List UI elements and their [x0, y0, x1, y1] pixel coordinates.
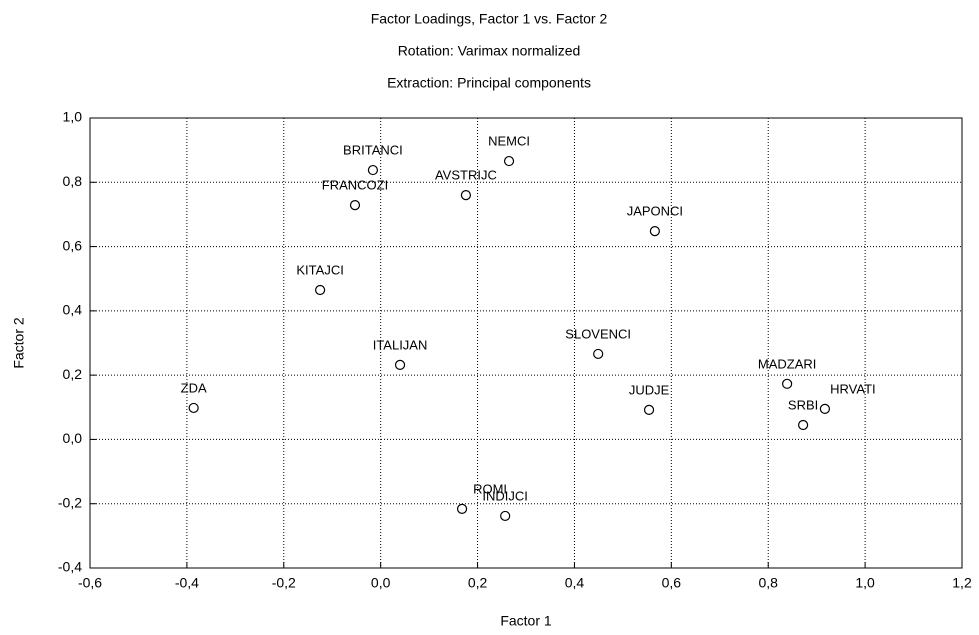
point: [367, 164, 379, 176]
point: [798, 419, 809, 431]
y-tick-label: 0,6: [63, 237, 83, 253]
y-tick-label: -0,4: [58, 559, 82, 575]
x-tick-label: 0,0: [371, 575, 391, 591]
point-label: FRANCOZI: [322, 178, 388, 193]
point-label: ITALIJAN: [373, 337, 428, 352]
y-tick-label: 0,4: [63, 302, 83, 318]
x-tick-label: 0,4: [565, 575, 585, 591]
point: [315, 284, 326, 296]
x-tick-label: 0,8: [758, 575, 778, 591]
point: [503, 155, 515, 167]
x-tick-label: -0,2: [272, 575, 296, 591]
x-tick-label: 0,2: [468, 575, 488, 591]
point: [460, 190, 472, 201]
point: [500, 510, 511, 522]
y-axis-label: Factor 2: [11, 317, 27, 369]
x-tick-label: 1,0: [855, 575, 875, 591]
x-tick-label: 0,6: [662, 575, 682, 591]
y-tick-label: 1,0: [63, 109, 83, 125]
y-tick-label: 0,2: [63, 366, 83, 382]
y-tick-label: 0,8: [63, 173, 83, 189]
point: [394, 359, 406, 370]
chart-subtitle: Rotation: Varimax normalized: [398, 43, 581, 59]
point: [782, 378, 793, 389]
point-label: BRITANCI: [343, 143, 403, 158]
point-label: HRVATI: [830, 381, 876, 396]
y-tick-label: 0,0: [63, 430, 83, 446]
point-label: INDIJCI: [482, 488, 528, 503]
point-label: MADZARI: [758, 356, 817, 371]
chart-title: Factor Loadings, Factor 1 vs. Factor 2: [371, 11, 608, 27]
y-tick-label: -0,2: [58, 494, 82, 510]
x-tick-label: -0,6: [78, 575, 102, 591]
point-label: JAPONCI: [627, 204, 683, 219]
x-tick-label: 1,2: [952, 575, 972, 591]
point-label: ROMI: [473, 481, 507, 496]
chart-subtitle: Extraction: Principal components: [387, 75, 591, 91]
point: [819, 403, 831, 414]
point: [349, 200, 361, 211]
point: [643, 404, 655, 415]
x-axis-label: Factor 1: [500, 613, 552, 629]
point-label: SRBI: [788, 397, 818, 412]
point-label: ZDA: [181, 380, 207, 395]
point: [593, 348, 604, 360]
point: [456, 503, 468, 514]
point: [649, 226, 660, 237]
point-label: SLOVENCI: [565, 326, 631, 341]
point-label: KITAJCI: [296, 262, 343, 277]
point-label: JUDJE: [629, 382, 670, 397]
point: [188, 402, 199, 414]
x-tick-label: -0,4: [175, 575, 199, 591]
point-label: AVSTRIJC: [435, 168, 497, 183]
point-label: NEMCI: [488, 134, 530, 149]
